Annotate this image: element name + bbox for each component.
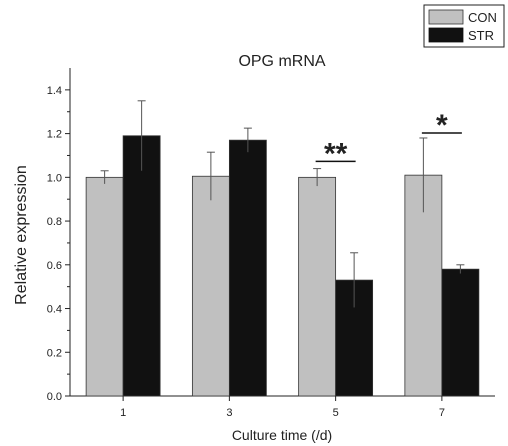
bar-str-3 <box>228 139 267 397</box>
y-tick-label: 0.6 <box>47 260 62 272</box>
x-axis-label: Culture time (/d) <box>232 427 332 443</box>
significance-marker: ** <box>324 137 348 170</box>
y-axis-label: Relative expression <box>13 165 30 305</box>
y-tick-label: 1.0 <box>47 172 62 184</box>
chart-title: OPG mRNA <box>238 53 325 70</box>
bar-con-5 <box>298 176 337 397</box>
x-tick-label: 1 <box>120 407 126 419</box>
legend-label-con: CON <box>468 10 497 25</box>
y-tick-label: 0.8 <box>47 216 62 228</box>
y-tick-label: 0.4 <box>47 304 62 316</box>
x-tick-label: 7 <box>439 407 445 419</box>
y-tick-label: 0.2 <box>47 347 62 359</box>
legend-swatch-str <box>428 27 464 43</box>
bar-str-7 <box>441 268 480 397</box>
legend: CON STR <box>423 4 505 48</box>
bar-str-1 <box>122 135 161 397</box>
legend-label-str: STR <box>468 28 494 43</box>
y-tick-label: 0.0 <box>47 391 62 403</box>
y-tick-label: 1.4 <box>47 85 62 97</box>
y-tick-label: 1.2 <box>47 129 62 141</box>
legend-swatch-con <box>428 9 464 25</box>
significance-marker: * <box>436 109 448 142</box>
bar-con-3 <box>191 175 230 397</box>
x-tick-label: 5 <box>333 407 339 419</box>
x-tick-label: 3 <box>226 407 232 419</box>
bar-con-1 <box>85 176 124 397</box>
plot-area: 0.00.20.40.60.81.01.21.41 3 5 7*** <box>47 68 495 419</box>
